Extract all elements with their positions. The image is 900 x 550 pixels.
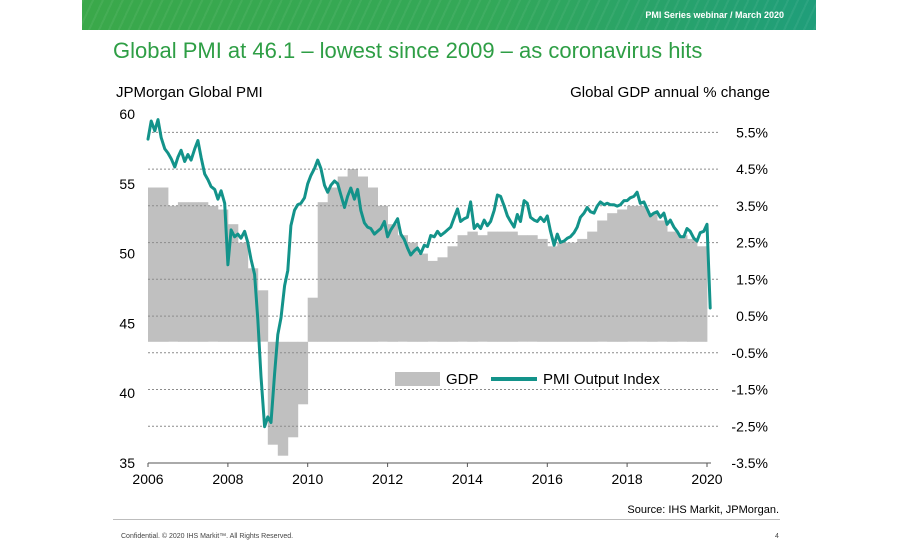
gdp-bar	[367, 187, 378, 342]
x-tick-label: 2014	[452, 471, 483, 487]
right-tick-label: 2.5%	[736, 235, 768, 251]
gdp-bar	[677, 235, 688, 342]
right-tick-label: 0.5%	[736, 308, 768, 324]
chart-legend: GDP PMI Output Index	[395, 371, 660, 388]
gdp-bar	[517, 235, 528, 342]
right-tick-label: 5.5%	[736, 124, 768, 140]
gdp-bar	[537, 238, 548, 342]
gdp-bar	[667, 231, 678, 342]
gdp-bar	[347, 169, 358, 342]
banner-text: PMI Series webinar / March 2020	[645, 10, 784, 20]
page-number: 4	[775, 533, 779, 540]
gdp-bar	[577, 238, 588, 342]
axes: 5.5% 4.5% 3.5% 2.5% 1.5% 0.5% -0.5% -1.5% -2.5% -…	[119, 106, 768, 487]
gdp-bar	[647, 213, 658, 342]
header-banner: PMI Series webinar / March 2020	[82, 0, 816, 30]
right-axis-label: Global GDP annual % change	[570, 84, 770, 101]
legend-gdp-swatch	[395, 372, 440, 386]
right-tick-label: 3.5%	[736, 198, 768, 214]
gdp-bar	[607, 213, 618, 342]
gdp-bar	[557, 242, 568, 342]
left-axis-label: JPMorgan Global PMI	[116, 84, 263, 101]
gdp-bar	[187, 202, 199, 342]
source-note: Source: IHS Markit, JPMorgan.	[627, 504, 779, 516]
gdp-bar	[567, 242, 578, 342]
gdp-bar	[357, 176, 368, 342]
gdp-bar	[457, 235, 468, 342]
legend-gdp-label: GDP	[446, 371, 479, 388]
gdp-bar	[407, 242, 418, 342]
x-tick-label: 2016	[532, 471, 563, 487]
gdp-bar	[168, 205, 179, 342]
right-tick-label: -3.5%	[731, 455, 768, 471]
gdp-bar	[247, 268, 259, 342]
x-tick-label: 2012	[372, 471, 403, 487]
left-tick-label: 60	[119, 106, 135, 122]
gdp-bar	[387, 224, 398, 342]
gdp-bar	[437, 257, 448, 342]
gdp-bar	[617, 209, 628, 342]
gdp-bar	[227, 224, 239, 342]
x-tick-label: 2008	[212, 471, 243, 487]
gdp-bar	[237, 242, 249, 342]
gdp-bar	[377, 205, 388, 342]
gdp-bar	[257, 290, 269, 342]
gdp-bar	[467, 231, 478, 342]
slide-title: Global PMI at 46.1 – lowest since 2009 –…	[113, 38, 703, 63]
gdp-bar	[637, 205, 648, 342]
x-tick-label: 2020	[691, 471, 722, 487]
gdp-bar	[527, 235, 538, 342]
gdp-bar	[197, 202, 209, 342]
x-tick-label: 2010	[292, 471, 323, 487]
legend-pmi-label: PMI Output Index	[543, 371, 660, 388]
right-tick-label: -0.5%	[731, 345, 768, 361]
footer-divider	[113, 519, 780, 520]
gdp-bar	[177, 202, 189, 342]
left-tick-label: 50	[119, 246, 135, 262]
gdp-bar	[507, 231, 518, 342]
gdp-bar	[207, 205, 219, 342]
right-tick-label: 4.5%	[736, 161, 768, 177]
gdp-bar	[657, 220, 668, 342]
gdp-bar	[627, 205, 638, 342]
gdp-bars	[148, 169, 708, 456]
gdp-bar	[687, 238, 698, 342]
gdp-bar	[337, 176, 349, 342]
gdp-bar	[327, 187, 339, 342]
gdp-bar	[477, 235, 488, 342]
right-tick-label: -2.5%	[731, 418, 768, 434]
gdp-bar	[277, 341, 289, 456]
right-tick-label: 1.5%	[736, 271, 768, 287]
x-tick-label: 2018	[612, 471, 643, 487]
pmi-series	[146, 118, 712, 429]
pmi-line	[146, 118, 712, 429]
left-tick-label: 55	[119, 176, 135, 192]
gdp-bar	[217, 209, 229, 342]
gdp-bar	[297, 341, 309, 405]
gdp-bar	[307, 297, 319, 342]
gdp-bar	[547, 246, 558, 342]
gdp-bar	[497, 231, 508, 342]
x-tick-label: 2006	[132, 471, 163, 487]
banner-pattern	[82, 0, 816, 30]
gridlines	[148, 131, 718, 427]
gdp-bar	[705, 246, 708, 342]
left-tick-label: 35	[119, 455, 135, 471]
footer-copyright: Confidential. © 2020 IHS Markit™. All Ri…	[121, 533, 294, 540]
left-tick-label: 40	[119, 385, 135, 401]
gdp-bar	[447, 246, 458, 342]
left-tick-label: 45	[119, 315, 135, 331]
right-tick-label: -1.5%	[731, 382, 768, 398]
gdp-bar	[417, 253, 428, 342]
gdp-bar	[597, 220, 608, 342]
gdp-bar	[697, 246, 706, 342]
gdp-bar	[587, 231, 598, 342]
gdp-bar	[317, 202, 329, 342]
gdp-bar	[427, 260, 438, 342]
gdp-bar	[487, 231, 498, 342]
gdp-bar	[148, 187, 169, 342]
gdp-bar	[397, 235, 408, 342]
